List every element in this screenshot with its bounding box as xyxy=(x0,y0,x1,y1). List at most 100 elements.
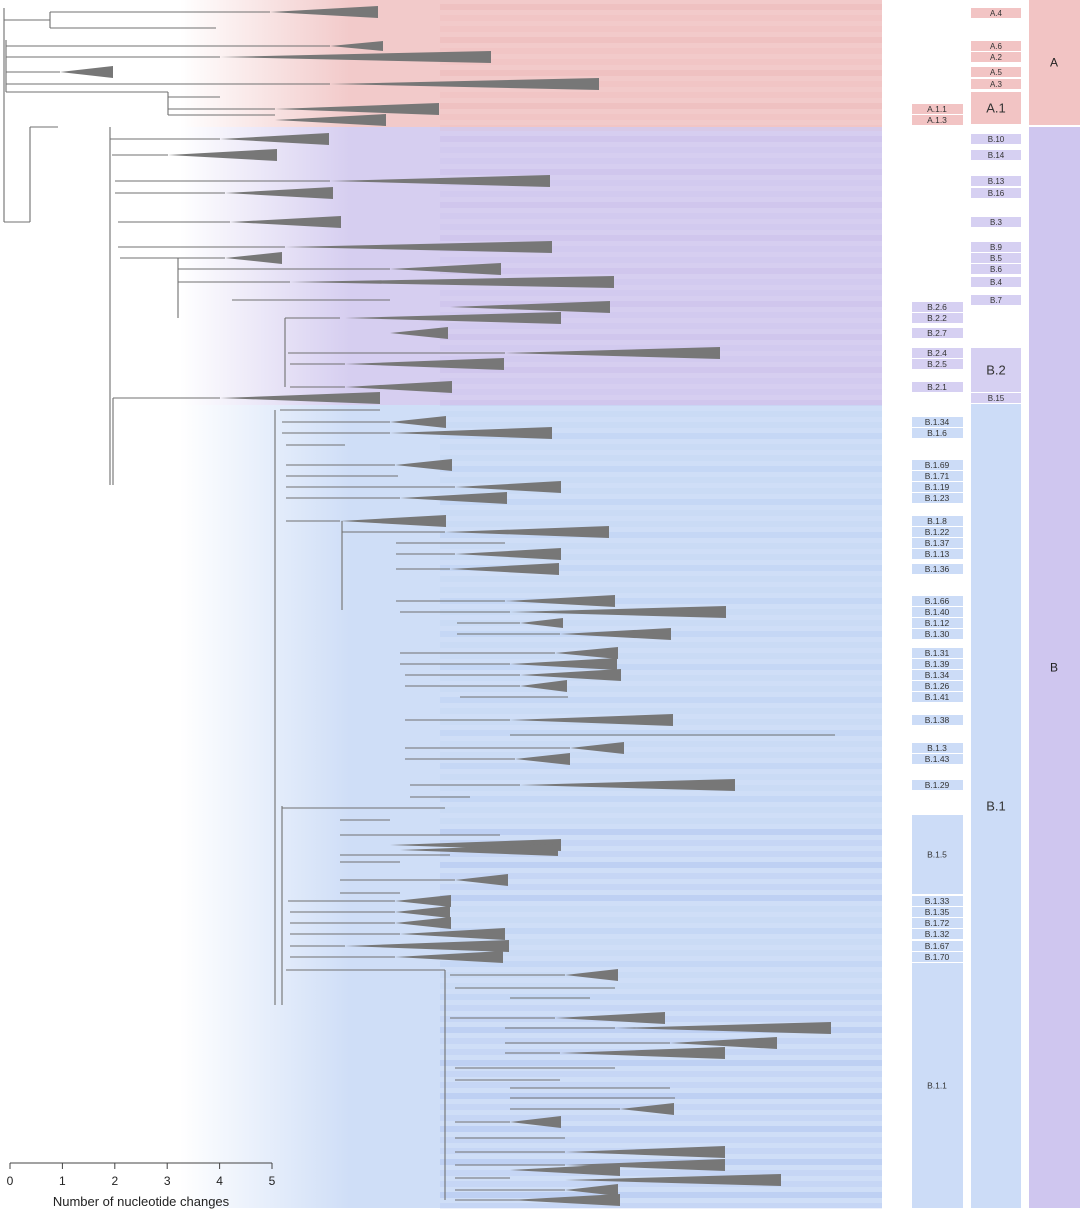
band-stripe xyxy=(440,1203,882,1209)
band-stripe xyxy=(440,818,882,824)
collapsed-clade xyxy=(395,906,450,918)
band-stripe xyxy=(440,389,882,395)
lineage-column: A.4 A.6 A.2 A.5 A.3 A.1 B.10 B.14 B.13 B.16 B.3 B.9… xyxy=(971,8,1021,1208)
lineage-label: B.16 xyxy=(988,189,1005,198)
band-stripe xyxy=(440,510,882,516)
band-stripe xyxy=(440,675,882,681)
sublineage-label: B.1.13 xyxy=(925,549,950,559)
sublineage-box xyxy=(912,670,963,680)
sublineage-label: A.1.1 xyxy=(927,104,947,114)
axis-tick-label: 2 xyxy=(111,1174,118,1188)
sublineage-box xyxy=(912,929,963,939)
band-stripe xyxy=(440,543,882,549)
collapsed-clade xyxy=(565,1159,725,1171)
band-stripe xyxy=(440,1137,882,1143)
collapsed-clade xyxy=(515,753,570,765)
lineage-label: A.3 xyxy=(990,80,1003,89)
top-lineage-label: B xyxy=(1050,661,1058,675)
collapsed-clade xyxy=(520,680,567,692)
band-stripe xyxy=(440,620,882,626)
top-lineage-box xyxy=(1029,0,1080,125)
band-stripe xyxy=(440,257,882,263)
collapsed-clade xyxy=(400,492,507,504)
sublineage-box xyxy=(912,313,963,323)
band-stripe xyxy=(440,565,882,571)
band-stripe xyxy=(440,884,882,890)
lineage-label: A.4 xyxy=(990,9,1003,18)
sublineage-label: B.1.5 xyxy=(927,850,947,860)
sublineage-box xyxy=(912,417,963,427)
tree-branches xyxy=(3,8,835,1201)
lineage-box xyxy=(971,277,1021,287)
sublineage-box xyxy=(912,941,963,951)
band-stripe xyxy=(440,169,882,175)
band-stripe xyxy=(440,15,882,21)
band-stripe xyxy=(440,730,882,736)
band-stripe xyxy=(440,224,882,230)
top-lineage-label: A xyxy=(1050,56,1058,70)
lineage-label: A.5 xyxy=(990,68,1003,77)
band-stripe xyxy=(440,697,882,703)
collapsed-clade xyxy=(345,358,504,370)
sublineage-label: B.1.34 xyxy=(925,417,950,427)
lineage-box xyxy=(971,348,1021,392)
band-stripe xyxy=(440,312,882,318)
sublineage-label: B.1.39 xyxy=(925,659,950,669)
collapsed-clade xyxy=(285,241,552,253)
collapsed-clade xyxy=(565,1146,725,1158)
collapsed-clade xyxy=(390,427,552,439)
sublineage-box xyxy=(912,648,963,658)
sublineage-box xyxy=(912,115,963,125)
collapsed-clade xyxy=(565,1184,618,1196)
band-stripe xyxy=(440,906,882,912)
sublineage-box xyxy=(912,907,963,917)
band-stripe xyxy=(440,334,882,340)
band-stripe xyxy=(440,1071,882,1077)
collapsed-clade xyxy=(510,658,617,670)
collapsed-clade xyxy=(275,114,386,126)
band-stripe xyxy=(440,114,882,120)
band-stripe xyxy=(440,37,882,43)
band-stripe xyxy=(440,1093,882,1099)
collapsed-clade xyxy=(565,1174,781,1186)
collapsed-clade xyxy=(225,252,282,264)
sublineage-box xyxy=(912,359,963,369)
sublineage-box xyxy=(912,629,963,639)
sublineage-label: B.1.37 xyxy=(925,538,950,548)
band-stripe xyxy=(440,59,882,65)
collapsed-clade xyxy=(520,618,563,628)
sublineage-box xyxy=(912,527,963,537)
band-stripe xyxy=(440,213,882,219)
band-stripe xyxy=(440,136,882,142)
collapsed-clade xyxy=(455,874,508,886)
band-stripe xyxy=(440,1181,882,1187)
collapsed-clade xyxy=(60,66,113,78)
band-stripe xyxy=(440,598,882,604)
band-stripe xyxy=(440,488,882,494)
sublineage-box xyxy=(912,596,963,606)
band-stripe xyxy=(440,1060,882,1066)
sublineage-box xyxy=(912,618,963,628)
lineage-box xyxy=(971,264,1021,274)
axis-tick-label: 5 xyxy=(269,1174,276,1188)
band-stripe xyxy=(440,1038,882,1044)
band-stripe xyxy=(440,477,882,483)
lineage-box xyxy=(971,67,1021,77)
sublineage-box xyxy=(912,348,963,358)
sublineage-box xyxy=(912,896,963,906)
sublineage-label: B.1.6 xyxy=(927,428,947,438)
lineage-box xyxy=(971,176,1021,186)
collapsed-clade xyxy=(168,149,277,161)
band-stripe xyxy=(440,686,882,692)
band-stripe xyxy=(440,741,882,747)
top-lineage-column: AB xyxy=(1029,0,1080,1208)
band-stripe xyxy=(440,268,882,274)
lineage-label: B.4 xyxy=(990,278,1003,287)
lineage-box xyxy=(971,393,1021,403)
sublineage-label: B.1.29 xyxy=(925,780,950,790)
band-stripe xyxy=(440,917,882,923)
band-stripe xyxy=(440,1082,882,1088)
sublineage-label: B.2.2 xyxy=(927,313,947,323)
collapsed-clade xyxy=(560,1047,725,1059)
